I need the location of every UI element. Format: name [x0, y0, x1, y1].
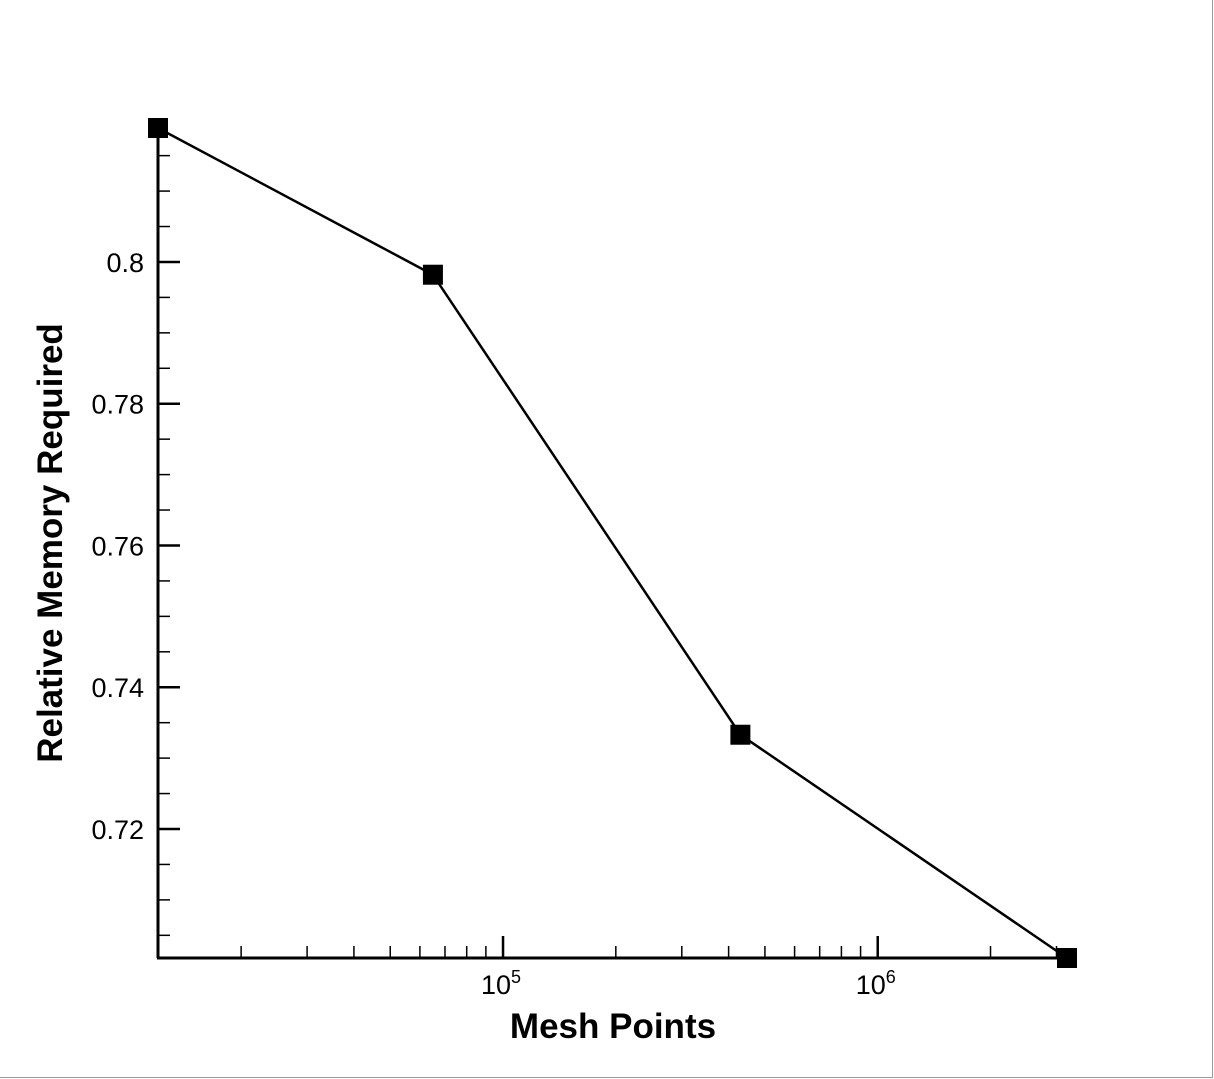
y-tick-label: 0.72: [91, 815, 144, 845]
y-tick-label: 0.8: [106, 248, 144, 278]
x-tick-label: 106: [856, 967, 896, 1000]
x-axis-title: Mesh Points: [510, 1007, 716, 1046]
x-tick-labels: 105 106: [481, 967, 896, 1000]
y-tick-label: 0.76: [91, 531, 144, 561]
series-layer: [148, 118, 1077, 968]
major-ticks: [158, 260, 879, 958]
y-tick-label: 0.78: [91, 390, 144, 420]
data-point-marker: [730, 724, 751, 745]
series-line: [157, 126, 1068, 960]
x-tick-label: 105: [481, 967, 521, 1000]
data-point-marker: [422, 264, 443, 285]
y-tick-label: 0.74: [91, 673, 144, 703]
data-point-marker: [148, 118, 168, 138]
minor-ticks: [158, 154, 1058, 958]
y-axis-title: Relative Memory Required: [31, 323, 70, 763]
data-point-marker: [1057, 948, 1077, 968]
y-tick-labels: 0.72 0.74 0.76 0.78 0.8: [91, 248, 144, 845]
